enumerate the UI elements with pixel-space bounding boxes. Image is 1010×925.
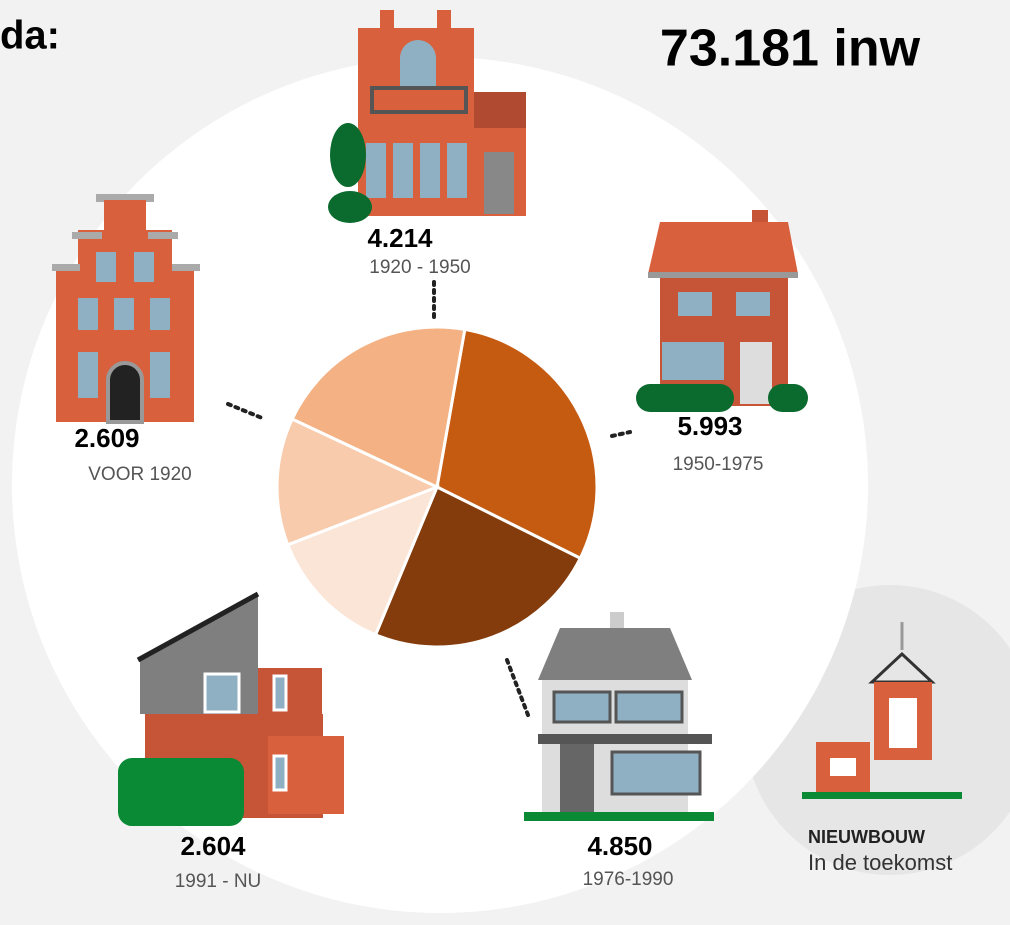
- infographic: da: 73.181 inw: [0, 0, 1010, 925]
- category-label: 1976-1990: [583, 869, 674, 890]
- category-label: 1950-1975: [673, 454, 764, 475]
- annotation-title: NIEUWBOUW: [808, 827, 925, 847]
- category-label: 1920 - 1950: [369, 257, 470, 278]
- category-label: 1991 - NU: [175, 871, 262, 892]
- value-label: 2.609: [74, 423, 139, 453]
- category-label: VOOR 1920: [88, 464, 192, 485]
- value-label: 2.604: [180, 831, 246, 861]
- chart-title: 73.181 inw: [660, 20, 921, 78]
- caption: da:: [0, 14, 60, 58]
- value-label: 4.850: [587, 831, 652, 861]
- pie: [277, 327, 597, 647]
- value-label: 4.214: [367, 223, 433, 253]
- value-label: 5.993: [677, 411, 742, 441]
- house-1950-1975: [636, 210, 808, 412]
- annotation-subtitle: In de toekomst: [808, 850, 952, 875]
